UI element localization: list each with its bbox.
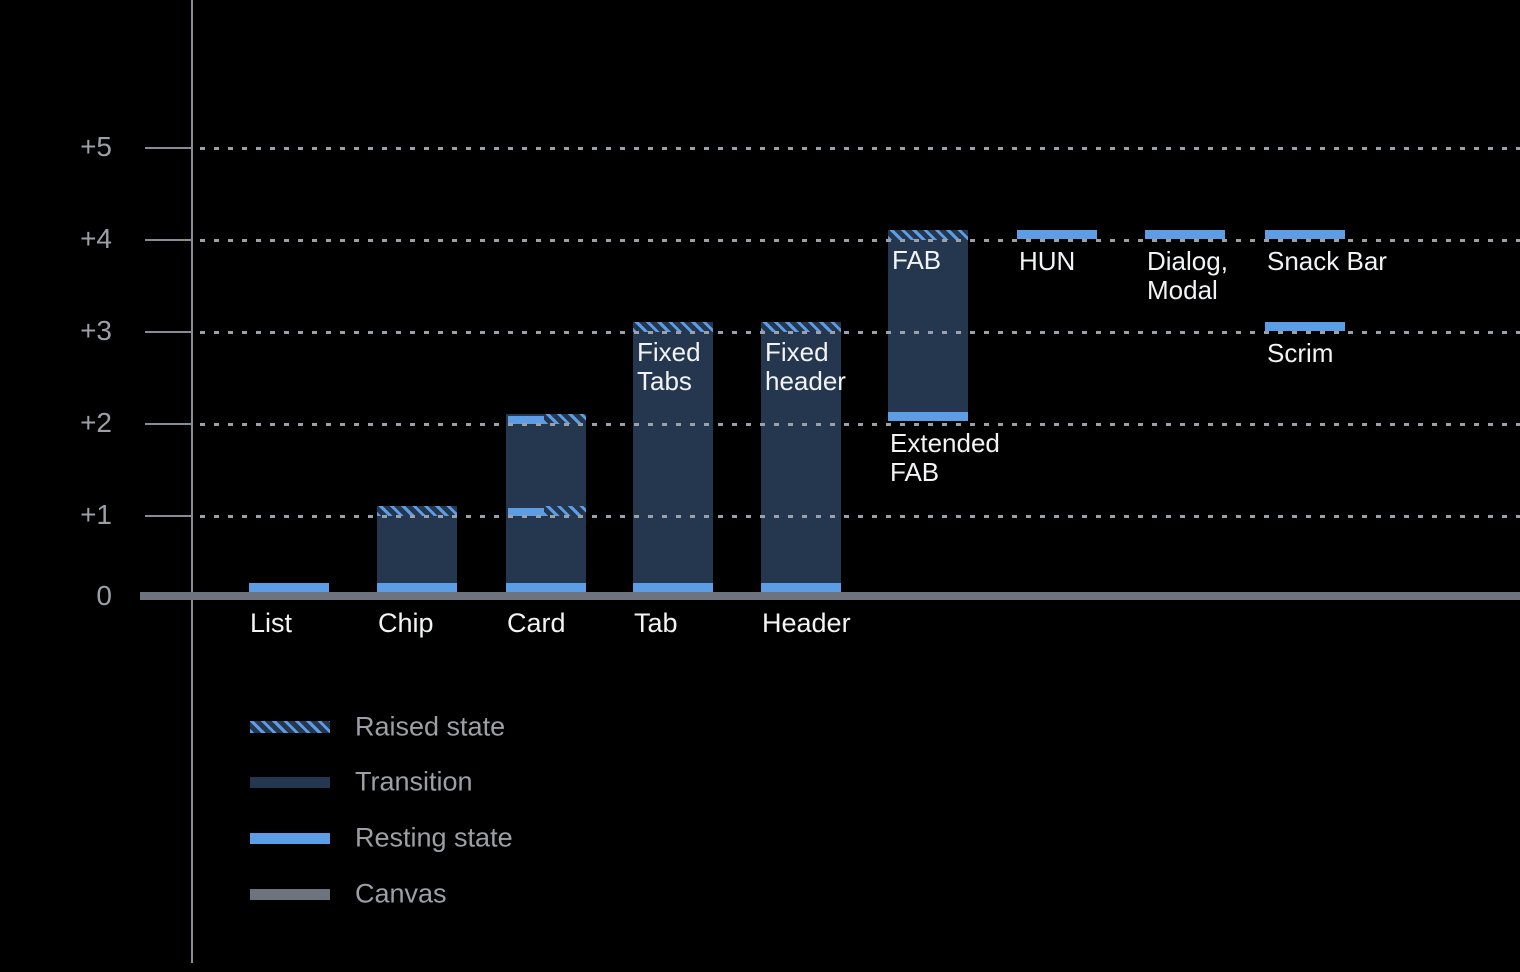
hun-label-line: HUN xyxy=(1019,246,1076,276)
ytick-label-plus3: +3 xyxy=(80,315,112,346)
canvas-baseline xyxy=(140,592,1520,600)
legend-swatch-transition xyxy=(250,777,330,788)
header-resting-band xyxy=(761,583,841,592)
card-state-band-raised xyxy=(544,414,586,424)
scrim-label: Scrim xyxy=(1267,339,1333,368)
ytick-label-0: 0 xyxy=(96,580,112,611)
fab-label: Extended FAB xyxy=(890,429,1000,487)
legend-label-resting: Resting state xyxy=(355,822,513,853)
fab-label-line: Extended xyxy=(890,428,1000,458)
hun-label: HUN xyxy=(1019,247,1075,276)
fab-inner-label-line: FAB xyxy=(892,245,942,275)
gridline-plus5 xyxy=(200,147,1520,150)
card-resting-band xyxy=(506,583,586,592)
legend-swatch-canvas xyxy=(250,889,330,900)
axis-label-tab: Tab xyxy=(634,608,678,638)
gridline-plus1 xyxy=(200,515,1520,518)
snackbar-label: Snack Bar xyxy=(1267,247,1387,276)
card-state-band-resting xyxy=(508,508,545,516)
ytick-label-plus4: +4 xyxy=(80,223,112,254)
ytick-label-plus5: +5 xyxy=(80,131,112,162)
fab-label-line: FAB xyxy=(890,457,940,487)
legend-label-raised: Raised state xyxy=(355,711,506,742)
card-state-band-raised xyxy=(544,506,586,516)
legend-label-transition: Transition xyxy=(355,766,473,797)
legend-swatch-resting xyxy=(250,833,330,844)
header-inner-label: Fixed header xyxy=(765,338,846,396)
fab-raised-hatch xyxy=(888,230,968,240)
bar-tab xyxy=(633,322,713,592)
card-state-band-2 xyxy=(506,414,586,424)
chip-raised-hatch xyxy=(377,506,457,516)
scrim-resting-band xyxy=(1265,322,1345,331)
tick-plus2 xyxy=(145,423,193,425)
snackbar-label-line: Snack Bar xyxy=(1267,246,1387,276)
tick-plus5 xyxy=(145,147,193,149)
header-inner-label-line: header xyxy=(765,366,846,396)
y-axis-line xyxy=(191,0,193,963)
legend-label-canvas: Canvas xyxy=(355,878,447,909)
card-state-band-resting xyxy=(508,416,545,424)
card-state-band-1 xyxy=(506,506,586,516)
tab-inner-label-line: Fixed xyxy=(637,337,701,367)
ytick-label-plus2: +2 xyxy=(80,407,112,438)
tab-resting-band xyxy=(633,583,713,592)
bar-card xyxy=(506,414,586,592)
chip-resting-band xyxy=(377,583,457,592)
tick-plus1 xyxy=(145,515,193,517)
tab-inner-label: Fixed Tabs xyxy=(637,338,701,396)
bar-fab xyxy=(888,230,968,421)
dialog-label-line: Modal xyxy=(1147,275,1218,305)
legend-swatch-raised xyxy=(250,721,330,733)
gridline-plus4 xyxy=(200,239,1520,242)
fab-resting-band xyxy=(888,412,968,421)
axis-label-list: List xyxy=(250,608,293,638)
ytick-label-plus1: +1 xyxy=(80,499,112,530)
tab-raised-hatch xyxy=(633,322,713,332)
fab-inner-label: FAB xyxy=(892,246,941,275)
dialog-label-line: Dialog, xyxy=(1147,246,1228,276)
tick-plus4 xyxy=(145,239,193,241)
snackbar-resting-band xyxy=(1265,230,1345,239)
axis-label-card: Card xyxy=(507,608,566,638)
axis-label-header: Header xyxy=(762,608,851,638)
header-raised-hatch xyxy=(761,322,841,332)
tab-inner-label-line: Tabs xyxy=(637,366,692,396)
gridline-plus3 xyxy=(200,331,1520,334)
header-inner-label-line: Fixed xyxy=(765,337,829,367)
dialog-label: Dialog, Modal xyxy=(1147,247,1228,305)
gridline-plus2 xyxy=(200,423,1520,426)
axis-label-chip: Chip xyxy=(378,608,434,638)
hun-resting-band xyxy=(1017,230,1097,239)
scrim-label-line: Scrim xyxy=(1267,338,1334,368)
bar-header xyxy=(761,322,841,592)
dialog-resting-band xyxy=(1145,230,1225,239)
bar-chip xyxy=(377,506,457,592)
tick-plus3 xyxy=(145,331,193,333)
list-resting-band xyxy=(249,583,329,592)
